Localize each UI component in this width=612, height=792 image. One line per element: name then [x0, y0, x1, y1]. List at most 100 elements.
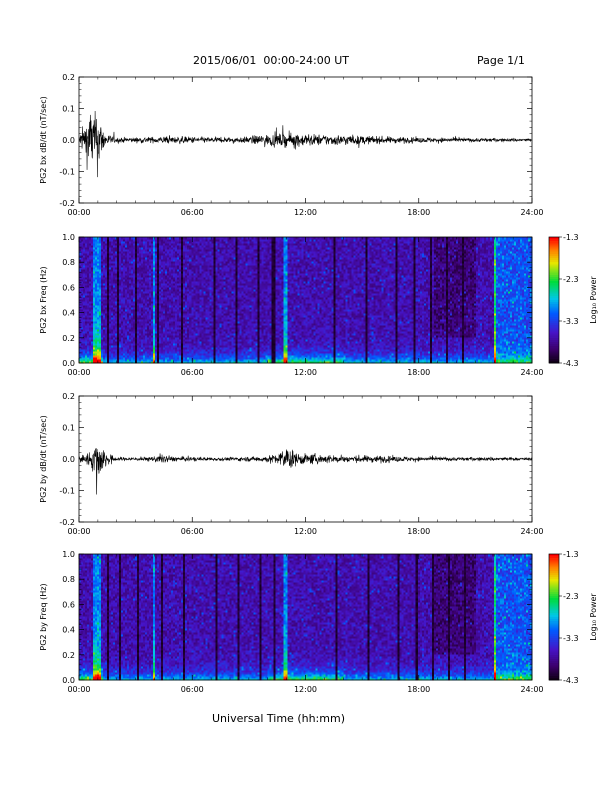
spectrogram-cell [215, 319, 218, 322]
spectrogram-cell [227, 305, 230, 308]
spectrogram-cell [119, 325, 122, 328]
spectrogram-cell [225, 343, 228, 346]
spectrogram-cell [93, 249, 96, 252]
spectrogram-cell [233, 327, 236, 330]
spectrogram-cell [101, 259, 104, 262]
spectrogram-cell [105, 245, 108, 248]
spectrogram-cell [163, 295, 166, 298]
spectrogram-cell [141, 359, 144, 362]
spectrogram-cell [199, 317, 202, 320]
spectrogram-cell [125, 349, 128, 352]
spectrogram-cell [87, 331, 90, 334]
spectrogram-cell [201, 319, 204, 322]
spectrogram-cell [213, 283, 216, 286]
spectrogram-cell [169, 325, 172, 328]
spectrogram-cell [99, 309, 102, 312]
spectrogram-cell [203, 303, 206, 306]
spectrogram-cell [209, 297, 212, 300]
spectrogram-cell [89, 285, 92, 288]
spectrogram-cell [135, 257, 138, 260]
spectrogram-cell [151, 277, 154, 280]
spectrogram-cell [225, 237, 228, 240]
spectrogram-cell [215, 311, 218, 314]
spectrogram-cell [169, 287, 172, 290]
spectrogram-cell [217, 275, 220, 278]
spectrogram-cell [107, 315, 110, 318]
spectrogram-cell [141, 299, 144, 302]
spectrogram-cell [139, 355, 142, 358]
spectrogram-cell [97, 335, 100, 338]
spectrogram-cell [115, 337, 118, 340]
spectrogram-cell [139, 251, 142, 254]
spectrogram-cell [177, 285, 180, 288]
spectrogram-cell [165, 237, 168, 240]
spectrogram-cell [141, 313, 144, 316]
spectrogram-cell [183, 299, 186, 302]
spectrogram-cell [107, 277, 110, 280]
spectrogram-cell [187, 341, 190, 344]
spectrogram-cell [87, 299, 90, 302]
spectrogram-cell [223, 297, 226, 300]
spectrogram-cell [137, 345, 140, 348]
spectrogram-cell [219, 305, 222, 308]
spectrogram-cell [145, 259, 148, 262]
spectrogram-cell [139, 267, 142, 270]
spectrogram-cell [227, 307, 230, 310]
spectrogram-cell [167, 295, 170, 298]
spectrogram-cell [155, 253, 158, 256]
spectrogram-cell [93, 339, 96, 342]
spectrogram-cell [177, 253, 180, 256]
spectrogram-cell [229, 317, 232, 320]
spectrogram-cell [155, 267, 158, 270]
spectrogram-cell [205, 311, 208, 314]
spectrogram-cell [101, 279, 104, 282]
spectrogram-cell [93, 267, 96, 270]
spectrogram-cell [135, 319, 138, 322]
spectrogram-cell [207, 279, 210, 282]
spectrogram-cell [153, 313, 156, 316]
spectrogram-cell [179, 281, 182, 284]
spectrogram-cell [155, 291, 158, 294]
spectrogram-cell [177, 283, 180, 286]
spectrogram-cell [119, 283, 122, 286]
spectrogram-cell [79, 293, 82, 296]
spectrogram-cell [107, 301, 110, 304]
spectrogram-cell [155, 287, 158, 290]
spectrogram-cell [189, 285, 192, 288]
spectrogram-cell [81, 341, 84, 344]
spectrogram-cell [209, 245, 212, 248]
spectrogram-cell [149, 245, 152, 248]
spectrogram-cell [197, 281, 200, 284]
spectrogram-cell [85, 305, 88, 308]
spectrogram-cell [117, 239, 120, 242]
spectrogram-cell [183, 301, 186, 304]
spectrogram-cell [89, 301, 92, 304]
spectrogram-cell [163, 339, 166, 342]
spectrogram-cell [199, 341, 202, 344]
spectrogram-cell [95, 317, 98, 320]
spectrogram-cell [165, 309, 168, 312]
spectrogram-cell [89, 337, 92, 340]
spectrogram-cell [199, 245, 202, 248]
spectrogram-cell [183, 259, 186, 262]
spectrogram-cell [173, 271, 176, 274]
spectrogram-cell [179, 345, 182, 348]
spectrogram-cell [91, 293, 94, 296]
spectrogram-cell [99, 261, 102, 264]
spectrogram-cell [231, 315, 234, 318]
spectrogram-cell [93, 279, 96, 282]
spectrogram-cell [161, 287, 164, 290]
spectrogram-cell [169, 327, 172, 330]
spectrogram-cell [143, 317, 146, 320]
spectrogram-cell [101, 267, 104, 270]
spectrogram-cell [181, 335, 184, 338]
spectrogram-cell [209, 281, 212, 284]
spectrogram-cell [205, 243, 208, 246]
spectrogram-cell [213, 273, 216, 276]
spectrogram-cell [125, 255, 128, 258]
spectrogram-cell [225, 315, 228, 318]
spectrogram-cell [231, 335, 234, 338]
spectrogram-cell [205, 317, 208, 320]
spectrogram-cell [169, 303, 172, 306]
spectrogram-cell [143, 247, 146, 250]
